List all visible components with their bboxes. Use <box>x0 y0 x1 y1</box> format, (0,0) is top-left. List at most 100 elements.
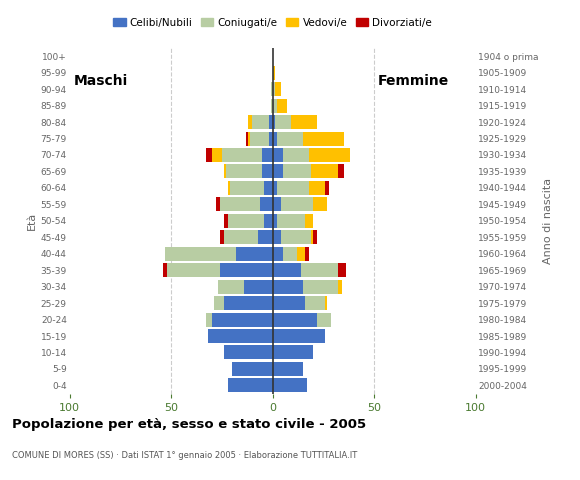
Bar <box>297 247 305 261</box>
Bar <box>309 181 325 195</box>
Bar <box>338 165 343 179</box>
Y-axis label: Anno di nascita: Anno di nascita <box>543 178 553 264</box>
Bar <box>218 280 244 294</box>
Bar <box>220 197 260 211</box>
Bar <box>283 165 311 179</box>
Bar <box>224 165 226 179</box>
Bar <box>271 82 273 96</box>
Bar <box>232 362 273 376</box>
Bar <box>246 132 248 145</box>
Bar <box>277 98 287 113</box>
Bar <box>283 247 297 261</box>
Bar <box>311 230 313 244</box>
Text: COMUNE DI MORES (SS) · Dati ISTAT 1° gennaio 2005 · Elaborazione TUTTITALIA.IT: COMUNE DI MORES (SS) · Dati ISTAT 1° gen… <box>12 451 357 460</box>
Bar <box>277 181 309 195</box>
Bar <box>273 165 283 179</box>
Bar <box>273 296 305 310</box>
Bar <box>275 115 291 129</box>
Bar <box>273 280 303 294</box>
Bar <box>230 181 264 195</box>
Bar <box>228 214 264 228</box>
Text: Maschi: Maschi <box>74 74 128 88</box>
Bar <box>252 115 269 129</box>
Bar <box>273 132 277 145</box>
Bar <box>214 296 224 310</box>
Bar <box>301 263 338 277</box>
Bar <box>338 263 346 277</box>
Bar <box>264 214 273 228</box>
Bar <box>273 230 281 244</box>
Bar <box>244 280 273 294</box>
Bar <box>303 280 338 294</box>
Bar <box>273 82 275 96</box>
Bar <box>291 115 317 129</box>
Bar <box>273 98 277 113</box>
Legend: Celibi/Nubili, Coniugati/e, Vedovi/e, Divorziati/e: Celibi/Nubili, Coniugati/e, Vedovi/e, Di… <box>109 13 436 32</box>
Bar <box>317 312 332 326</box>
Bar <box>273 181 277 195</box>
Bar <box>273 346 313 360</box>
Bar <box>283 148 309 162</box>
Bar <box>305 214 313 228</box>
Bar <box>206 312 212 326</box>
Bar <box>220 230 224 244</box>
Bar <box>273 66 275 80</box>
Bar <box>206 148 212 162</box>
Bar <box>224 214 228 228</box>
Bar <box>248 115 252 129</box>
Bar <box>208 329 273 343</box>
Bar <box>269 132 273 145</box>
Bar <box>305 296 325 310</box>
Text: Popolazione per età, sesso e stato civile - 2005: Popolazione per età, sesso e stato civil… <box>12 418 366 431</box>
Bar <box>163 263 167 277</box>
Bar <box>224 296 273 310</box>
Bar <box>277 132 303 145</box>
Bar <box>260 197 273 211</box>
Bar <box>281 197 313 211</box>
Bar <box>273 197 281 211</box>
Bar <box>277 214 305 228</box>
Text: Femmine: Femmine <box>378 74 450 88</box>
Bar <box>263 165 273 179</box>
Bar <box>259 230 273 244</box>
Bar <box>167 263 220 277</box>
Bar <box>273 214 277 228</box>
Bar <box>273 329 325 343</box>
Bar <box>305 247 309 261</box>
Bar <box>311 165 338 179</box>
Bar <box>275 82 281 96</box>
Bar <box>281 230 311 244</box>
Bar <box>325 181 329 195</box>
Bar <box>309 148 350 162</box>
Bar <box>165 247 236 261</box>
Bar <box>273 115 275 129</box>
Bar <box>263 148 273 162</box>
Bar <box>224 230 259 244</box>
Bar <box>273 247 283 261</box>
Bar <box>303 132 343 145</box>
Bar <box>273 362 303 376</box>
Bar <box>313 197 327 211</box>
Bar <box>251 132 269 145</box>
Bar <box>216 197 220 211</box>
Bar <box>228 181 230 195</box>
Bar <box>269 115 273 129</box>
Bar <box>273 312 317 326</box>
Bar <box>264 181 273 195</box>
Bar <box>236 247 273 261</box>
Bar <box>273 378 307 392</box>
Bar <box>248 132 251 145</box>
Bar <box>224 346 273 360</box>
Bar <box>338 280 342 294</box>
Bar <box>228 378 273 392</box>
Bar <box>273 148 283 162</box>
Y-axis label: Età: Età <box>27 212 37 230</box>
Bar <box>220 263 273 277</box>
Bar <box>212 312 273 326</box>
Bar <box>271 98 273 113</box>
Bar <box>222 148 263 162</box>
Bar <box>313 230 317 244</box>
Bar <box>273 263 301 277</box>
Bar <box>212 148 222 162</box>
Bar <box>226 165 263 179</box>
